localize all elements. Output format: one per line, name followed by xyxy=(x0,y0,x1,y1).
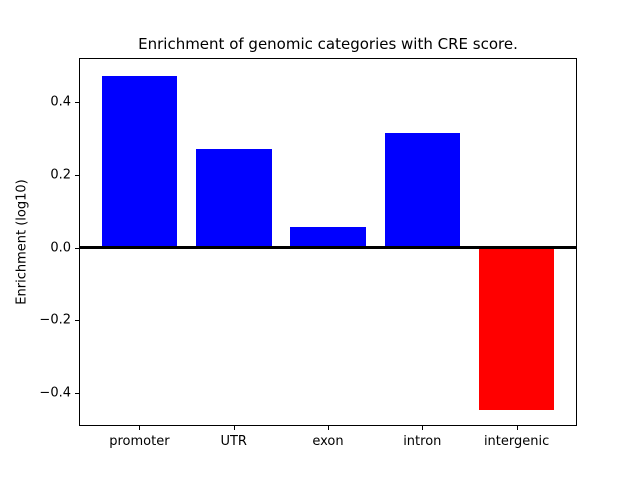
bar-promoter xyxy=(101,76,178,248)
bar-intergenic xyxy=(478,247,555,410)
y-tick-mark xyxy=(75,320,79,322)
bar-intron xyxy=(384,132,461,248)
x-tick-label-intron: intron xyxy=(403,434,442,449)
y-tick-mark xyxy=(75,101,79,103)
x-tick-mark xyxy=(139,426,141,430)
bar-UTR xyxy=(196,149,272,248)
x-tick-mark xyxy=(233,426,235,430)
y-tick-label: 0.0 xyxy=(50,240,71,255)
x-tick-mark xyxy=(422,426,424,430)
bar-exon xyxy=(290,227,366,248)
x-tick-label-promoter: promoter xyxy=(109,434,170,449)
x-tick-label-exon: exon xyxy=(312,434,344,449)
y-tick-label: −0.4 xyxy=(39,385,71,401)
y-tick-mark xyxy=(75,247,79,249)
x-tick-mark xyxy=(328,426,329,430)
x-tick-mark xyxy=(516,426,518,430)
x-tick-label-UTR: UTR xyxy=(220,434,247,449)
zero-line xyxy=(79,246,577,249)
y-tick-mark xyxy=(75,393,79,395)
x-tick-label-intergenic: intergenic xyxy=(483,434,550,449)
y-tick-label: 0.2 xyxy=(50,167,71,183)
y-tick-mark xyxy=(75,174,79,176)
y-tick-label: −0.2 xyxy=(39,312,71,328)
y-tick-label: 0.4 xyxy=(50,94,71,110)
chart-title: Enrichment of genomic categories with CR… xyxy=(138,35,518,53)
